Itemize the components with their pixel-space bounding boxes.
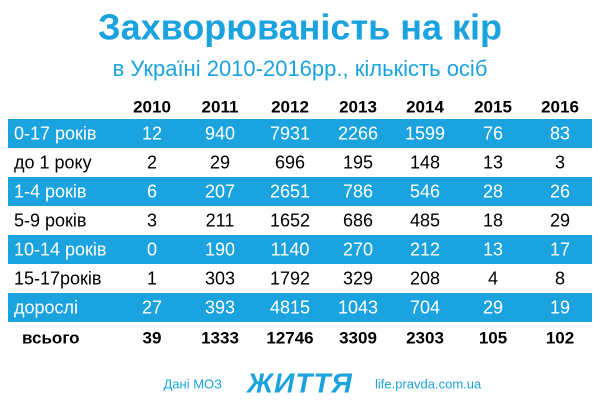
cell: 696 xyxy=(275,152,305,172)
cell: 212 xyxy=(410,239,440,259)
cell: 3 xyxy=(555,152,565,172)
column-header: 2013 xyxy=(339,97,377,116)
row-label: до 1 року xyxy=(14,152,92,172)
cell: 13 xyxy=(483,239,503,259)
row-label: 0-17 років xyxy=(14,123,97,143)
cell: 1652 xyxy=(270,210,310,230)
cell: 704 xyxy=(410,297,440,317)
cell: 1043 xyxy=(338,297,378,317)
cell: 208 xyxy=(410,268,440,288)
url: life.pravda.com.ua xyxy=(375,376,482,391)
cell: 17 xyxy=(550,239,570,259)
total-label: всього xyxy=(22,328,80,347)
cell: 26 xyxy=(550,181,570,201)
column-header: 2011 xyxy=(202,97,239,116)
cell: 2651 xyxy=(270,181,310,201)
cell: 8 xyxy=(555,268,565,288)
cell: 29 xyxy=(210,152,230,172)
total-cell: 2303 xyxy=(406,328,444,347)
column-header: 2016 xyxy=(541,97,579,116)
cell: 19 xyxy=(550,297,570,317)
cell: 2266 xyxy=(338,123,378,143)
cell: 18 xyxy=(483,210,503,230)
column-header: 2012 xyxy=(271,97,309,116)
logo: ЖИТТЯ xyxy=(245,367,353,398)
cell: 29 xyxy=(550,210,570,230)
cell: 1 xyxy=(147,268,157,288)
cell: 6 xyxy=(147,181,157,201)
source: Дані МОЗ xyxy=(163,376,222,391)
row-label: 5-9 років xyxy=(14,210,86,230)
cell: 329 xyxy=(343,268,373,288)
cell: 29 xyxy=(483,297,503,317)
cell: 83 xyxy=(550,123,570,143)
total-cell: 1333 xyxy=(201,328,239,347)
cell: 786 xyxy=(343,181,373,201)
subtitle: в Україні 2010-2016рр., кількість осіб xyxy=(113,56,488,81)
cell: 303 xyxy=(205,268,235,288)
title: Захворюваність на кір xyxy=(98,7,502,48)
cell: 485 xyxy=(410,210,440,230)
total-cell: 3309 xyxy=(339,328,377,347)
cell: 13 xyxy=(483,152,503,172)
total-cell: 39 xyxy=(143,328,162,347)
cell: 2 xyxy=(147,152,157,172)
cell: 1599 xyxy=(405,123,445,143)
cell: 76 xyxy=(483,123,503,143)
cell: 12 xyxy=(142,123,162,143)
row-label: 1-4 років xyxy=(14,181,86,201)
cell: 546 xyxy=(410,181,440,201)
row-label: 15-17років xyxy=(14,268,102,288)
cell: 4815 xyxy=(270,297,310,317)
cell: 3 xyxy=(147,210,157,230)
cell: 393 xyxy=(205,297,235,317)
column-header: 2014 xyxy=(406,97,444,116)
cell: 190 xyxy=(205,239,235,259)
cell: 211 xyxy=(206,210,235,230)
total-cell: 105 xyxy=(479,328,507,347)
total-cell: 102 xyxy=(546,328,574,347)
row-band xyxy=(8,235,592,264)
total-cell: 12746 xyxy=(266,328,313,347)
row-band xyxy=(8,177,592,206)
cell: 0 xyxy=(147,239,157,259)
cell: 940 xyxy=(205,123,235,143)
cell: 7931 xyxy=(270,123,310,143)
cell: 270 xyxy=(343,239,373,259)
row-label: 10-14 років xyxy=(14,239,107,259)
cell: 28 xyxy=(483,181,503,201)
cell: 1792 xyxy=(270,268,310,288)
cell: 27 xyxy=(142,297,162,317)
column-header: 2010 xyxy=(133,97,171,116)
cell: 4 xyxy=(488,268,498,288)
row-band xyxy=(8,119,592,148)
cell: 207 xyxy=(205,181,235,201)
row-label: дорослі xyxy=(14,297,78,317)
cell: 195 xyxy=(343,152,373,172)
cell: 148 xyxy=(410,152,440,172)
row-band xyxy=(8,293,592,322)
cell: 686 xyxy=(343,210,373,230)
cell: 1140 xyxy=(271,239,310,259)
column-header: 2015 xyxy=(474,97,512,116)
